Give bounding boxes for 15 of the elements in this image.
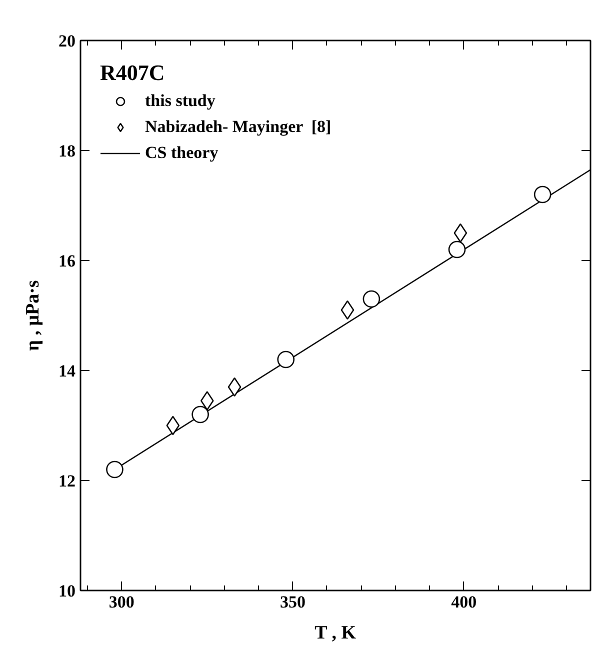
y-tick-label: 18 (58, 142, 76, 160)
x-axis-title: T , K (314, 622, 356, 644)
legend-label: Nabizadeh- Mayinger [8] (145, 117, 332, 137)
x-tick-label: 300 (108, 592, 134, 612)
y-tick-label: 10 (58, 582, 76, 600)
legend-label: this study (145, 91, 216, 111)
y-tick-label: 20 (58, 32, 76, 50)
y-tick-label: 12 (58, 472, 76, 490)
x-tick-label: 350 (280, 592, 306, 612)
x-tick-label: 400 (451, 592, 477, 612)
legend-title: R407C (100, 60, 166, 86)
y-tick-label: 14 (58, 362, 76, 380)
legend-label: CS theory (145, 143, 218, 163)
y-tick-label: 16 (58, 252, 76, 270)
y-axis-title: η , μPa·s (22, 280, 44, 351)
